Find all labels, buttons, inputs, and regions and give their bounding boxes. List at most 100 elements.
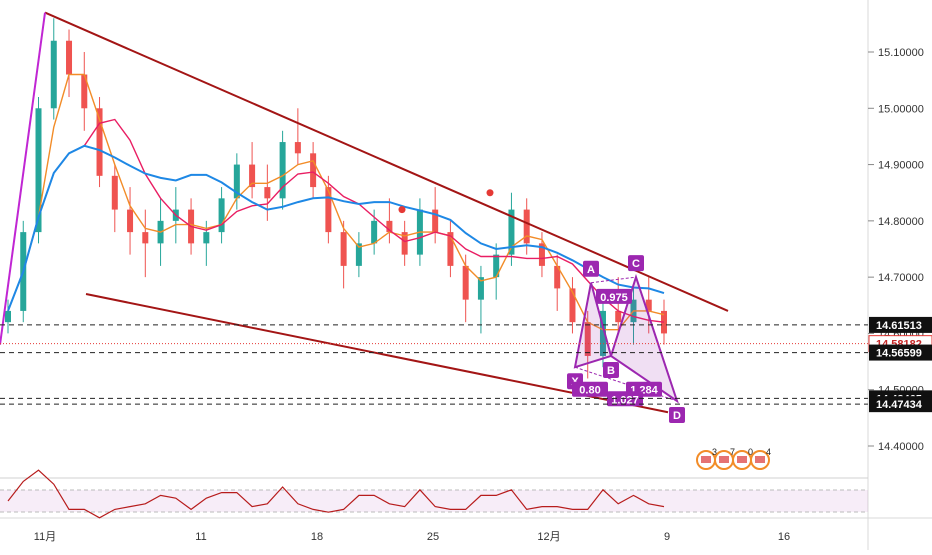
lower-falling-trendline bbox=[85, 293, 669, 414]
harmonic-ratio-label: 0.80 bbox=[579, 385, 600, 397]
event-badge[interactable]: 4 bbox=[750, 447, 771, 470]
time-tick-label: 11 bbox=[195, 531, 206, 543]
candle-body bbox=[249, 164, 256, 188]
candle-body bbox=[432, 209, 439, 233]
harmonic-ratio: 0.975 bbox=[596, 288, 632, 304]
price-tick-label: 14.90000 bbox=[878, 160, 924, 172]
harmonic-point-label: A bbox=[587, 264, 595, 276]
harmonic-point-label: D bbox=[673, 410, 681, 422]
flag-icon bbox=[701, 456, 711, 463]
harmonic-point-box bbox=[628, 255, 644, 272]
candle-body bbox=[584, 322, 591, 356]
rsi-band bbox=[0, 490, 868, 512]
harmonic-point-label: B bbox=[607, 365, 615, 377]
harmonic-triangle-bcd bbox=[609, 273, 679, 404]
event-badge[interactable]: 7 bbox=[714, 447, 735, 470]
candle-body bbox=[599, 310, 606, 356]
harmonic-ratio-box bbox=[572, 381, 608, 397]
time-axis[interactable]: 11月 11 18 25 12月 9 16 bbox=[34, 531, 790, 543]
candle-body bbox=[355, 243, 362, 266]
candle-body bbox=[386, 220, 393, 233]
harmonic-point-box bbox=[603, 361, 619, 378]
harmonic-point-c: C bbox=[628, 255, 644, 272]
price-tag-box bbox=[869, 396, 932, 413]
price-tag-box bbox=[869, 344, 932, 361]
harmonic-xd-line bbox=[574, 366, 678, 402]
flag-icon bbox=[737, 456, 747, 463]
harmonic-point-box bbox=[583, 260, 599, 277]
candle-body bbox=[218, 198, 225, 233]
price-tag-label: 14.47434 bbox=[876, 399, 923, 411]
time-tick-label: 25 bbox=[427, 531, 439, 543]
candle-body bbox=[554, 265, 561, 289]
event-badge-count: 4 bbox=[766, 447, 771, 457]
price-tag-box bbox=[869, 316, 932, 333]
price-level-tag: 14.47434 bbox=[869, 396, 932, 413]
candle-body bbox=[401, 232, 408, 255]
price-tag-label: 14.61513 bbox=[876, 320, 922, 332]
candle-body bbox=[325, 187, 332, 233]
event-badge[interactable]: 0 bbox=[732, 447, 753, 470]
harmonic-ac-line bbox=[590, 276, 637, 284]
candle-body bbox=[279, 142, 286, 199]
moving-average-line bbox=[7, 144, 665, 312]
trendlines-layer bbox=[0, 11, 729, 414]
event-badge-count: 7 bbox=[730, 447, 735, 457]
candle-body bbox=[493, 254, 500, 278]
candle-body bbox=[508, 209, 515, 255]
candle-body bbox=[294, 142, 301, 154]
event-badges[interactable]: 3 7 0 4 bbox=[696, 447, 771, 470]
candle-body bbox=[233, 164, 240, 199]
impulse-leg-line bbox=[0, 12, 46, 345]
candle-body bbox=[264, 187, 271, 199]
moving-averages-layer bbox=[7, 73, 665, 331]
candle-body bbox=[127, 209, 134, 233]
time-tick-label: 16 bbox=[778, 531, 790, 543]
price-tick-label: 15.00000 bbox=[878, 103, 924, 115]
price-tag-label: 14.56599 bbox=[876, 348, 922, 360]
candle-body bbox=[142, 232, 149, 244]
event-badge[interactable]: 3 bbox=[696, 447, 717, 470]
signal-dot bbox=[398, 206, 406, 214]
price-tick-label: 14.80000 bbox=[878, 216, 924, 228]
price-tick-label: 14.40000 bbox=[878, 441, 924, 453]
event-badge-count: 0 bbox=[748, 447, 753, 457]
candle-body bbox=[81, 74, 88, 109]
candle-body bbox=[5, 310, 11, 323]
moving-average-line bbox=[7, 73, 665, 331]
rsi-pane bbox=[0, 469, 868, 519]
time-tick-label: 11月 bbox=[34, 531, 56, 543]
candle-body bbox=[569, 288, 576, 323]
candle-body bbox=[538, 243, 545, 266]
signal-dot bbox=[486, 189, 494, 197]
price-axis[interactable]: 15.10000 15.00000 14.90000 14.80000 14.70000… bbox=[868, 47, 932, 453]
price-tick-label: 14.70000 bbox=[878, 272, 924, 284]
event-badge-count: 3 bbox=[712, 447, 717, 457]
candle-body bbox=[615, 310, 622, 323]
price-level-tag: 14.56599 bbox=[869, 344, 932, 361]
candle-body bbox=[447, 232, 454, 266]
candle-body bbox=[462, 265, 469, 300]
price-tick-label: 15.10000 bbox=[878, 47, 924, 59]
flag-icon bbox=[755, 456, 765, 463]
price-level-tag: 14.61513 bbox=[869, 316, 932, 333]
rsi-line bbox=[7, 469, 665, 519]
candle-body bbox=[371, 220, 378, 244]
flag-icon bbox=[719, 456, 729, 463]
horizontal-levels-layer bbox=[0, 324, 868, 405]
harmonic-ratio-label: 0.975 bbox=[600, 292, 628, 304]
candle-body bbox=[310, 153, 317, 188]
candle-body bbox=[477, 277, 484, 300]
candle-body bbox=[66, 40, 73, 75]
harmonic-point-d: D bbox=[669, 406, 685, 423]
harmonic-ratio-box bbox=[596, 288, 632, 304]
time-tick-label: 9 bbox=[664, 531, 670, 543]
candle-body bbox=[111, 175, 118, 210]
harmonic-point-label: C bbox=[632, 258, 640, 270]
candle-body bbox=[96, 108, 103, 176]
harmonic-triangle-xab bbox=[573, 282, 613, 369]
harmonic-point-box bbox=[669, 406, 685, 423]
